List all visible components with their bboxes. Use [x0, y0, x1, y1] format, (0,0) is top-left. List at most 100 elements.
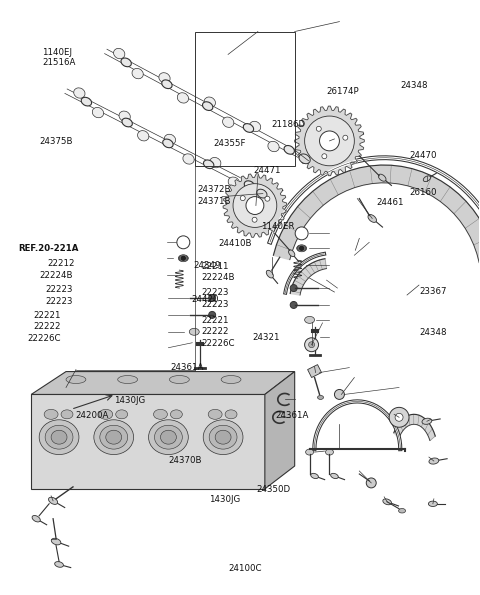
Polygon shape [31, 371, 295, 394]
Circle shape [389, 408, 409, 427]
Circle shape [366, 478, 376, 488]
Text: 24100C: 24100C [228, 564, 262, 573]
Text: 24361A: 24361A [276, 411, 309, 420]
Text: 22223: 22223 [46, 286, 73, 295]
Circle shape [209, 295, 216, 302]
Circle shape [305, 338, 319, 352]
Text: 24375B: 24375B [39, 137, 73, 146]
Ellipse shape [325, 449, 334, 455]
Text: 26160: 26160 [409, 187, 437, 197]
Ellipse shape [162, 80, 172, 89]
Circle shape [299, 245, 305, 251]
Ellipse shape [305, 317, 314, 323]
Ellipse shape [106, 430, 122, 444]
Ellipse shape [306, 449, 313, 455]
Circle shape [305, 116, 354, 166]
Ellipse shape [155, 425, 182, 449]
Ellipse shape [244, 181, 254, 189]
Ellipse shape [81, 98, 92, 106]
Text: 24420: 24420 [191, 295, 218, 304]
Ellipse shape [288, 250, 295, 256]
Text: 22221: 22221 [202, 316, 229, 325]
Polygon shape [290, 259, 326, 295]
Ellipse shape [204, 97, 216, 107]
Circle shape [343, 135, 348, 140]
Ellipse shape [51, 430, 67, 444]
Ellipse shape [177, 93, 189, 103]
Text: 1140EJ: 1140EJ [42, 48, 72, 57]
Text: 24372B: 24372B [197, 185, 230, 195]
Text: 24461: 24461 [376, 198, 404, 207]
Text: 24470: 24470 [409, 151, 437, 160]
Text: 22222: 22222 [202, 327, 229, 336]
Ellipse shape [228, 177, 240, 187]
Text: 21186D: 21186D [271, 120, 305, 129]
Ellipse shape [163, 139, 173, 148]
Ellipse shape [311, 474, 318, 478]
Circle shape [290, 302, 297, 308]
Circle shape [290, 284, 297, 292]
Text: 24200A: 24200A [75, 411, 109, 420]
Polygon shape [295, 106, 364, 176]
Circle shape [252, 217, 257, 223]
Ellipse shape [94, 420, 133, 455]
Text: 22224B: 22224B [39, 271, 73, 280]
Ellipse shape [66, 375, 86, 384]
Text: 22223: 22223 [202, 288, 229, 298]
Ellipse shape [170, 410, 182, 419]
Circle shape [395, 414, 403, 421]
Text: REF.20-221A: REF.20-221A [18, 245, 78, 253]
Polygon shape [308, 365, 322, 378]
Ellipse shape [121, 58, 132, 67]
Ellipse shape [132, 68, 143, 79]
Text: 1430JG: 1430JG [114, 396, 145, 405]
Text: 24370B: 24370B [168, 456, 202, 465]
Ellipse shape [48, 497, 58, 505]
Ellipse shape [61, 410, 73, 419]
Ellipse shape [114, 48, 125, 59]
Text: 24471: 24471 [253, 166, 281, 175]
Ellipse shape [398, 509, 406, 513]
Ellipse shape [116, 410, 128, 419]
Ellipse shape [100, 425, 128, 449]
Text: 24355F: 24355F [214, 139, 246, 148]
Ellipse shape [203, 102, 213, 111]
Text: 24350D: 24350D [257, 486, 291, 494]
Ellipse shape [208, 409, 222, 419]
Text: 22223: 22223 [202, 299, 229, 308]
Ellipse shape [51, 538, 61, 545]
Ellipse shape [368, 215, 376, 223]
Ellipse shape [148, 420, 188, 455]
Ellipse shape [295, 146, 306, 156]
Ellipse shape [255, 181, 266, 191]
Ellipse shape [203, 420, 243, 455]
Text: 24321: 24321 [252, 333, 279, 342]
Ellipse shape [138, 131, 149, 141]
Text: 22221: 22221 [34, 311, 61, 320]
Text: 24371B: 24371B [197, 197, 230, 206]
Circle shape [295, 227, 308, 240]
Text: 24348: 24348 [419, 328, 446, 337]
Ellipse shape [55, 562, 63, 567]
Ellipse shape [266, 270, 274, 278]
Ellipse shape [32, 515, 40, 522]
Circle shape [233, 184, 277, 227]
Ellipse shape [223, 117, 234, 127]
Ellipse shape [383, 499, 392, 505]
Ellipse shape [169, 375, 189, 384]
Text: 22226C: 22226C [27, 334, 61, 343]
Text: 22211: 22211 [202, 262, 229, 271]
Ellipse shape [160, 430, 176, 444]
Ellipse shape [210, 158, 221, 168]
Ellipse shape [429, 501, 437, 506]
Text: 1140ER: 1140ER [262, 222, 295, 231]
Ellipse shape [119, 111, 130, 121]
Ellipse shape [429, 458, 439, 464]
Text: 24410B: 24410B [218, 239, 252, 248]
Circle shape [309, 342, 314, 347]
Text: 24349: 24349 [193, 261, 221, 270]
Ellipse shape [318, 396, 324, 399]
Circle shape [246, 196, 264, 214]
Circle shape [177, 236, 190, 249]
Ellipse shape [215, 430, 231, 444]
